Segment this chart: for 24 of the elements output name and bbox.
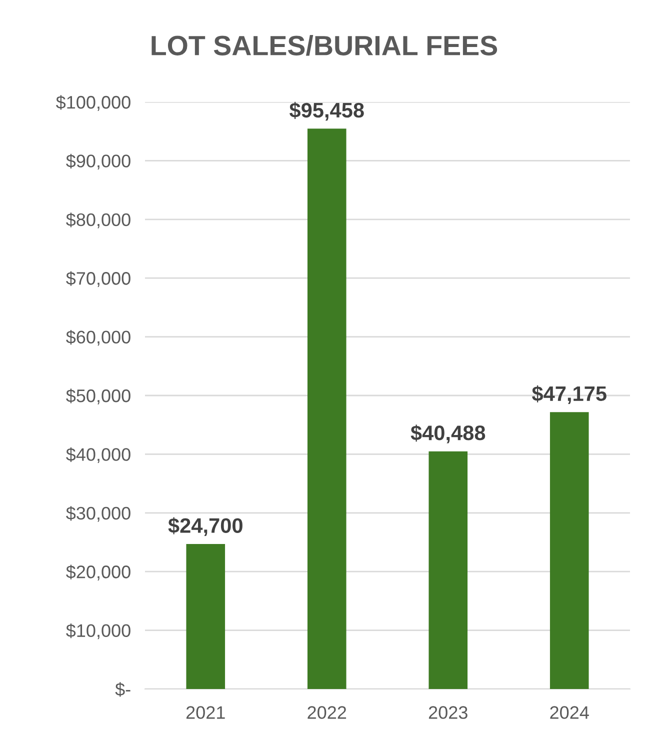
data-label: $24,700 [168, 517, 242, 536]
x-tick-label: 2023 [428, 706, 468, 719]
y-tick-label: $80,000 [66, 212, 130, 228]
y-tick-label: $40,000 [66, 447, 130, 464]
chart-title: LOT SALES/BURIAL FEES [152, 35, 498, 56]
x-tick-label: 2024 [550, 706, 589, 719]
data-label: $47,175 [532, 385, 606, 404]
y-tick-label: $10,000 [66, 623, 130, 640]
bar [428, 451, 468, 689]
y-tick-label: $50,000 [66, 388, 130, 404]
x-tick-label: 2022 [308, 706, 346, 719]
data-label: $95,458 [290, 102, 364, 121]
x-tick-label: 2021 [186, 706, 225, 719]
y-tick-label: $20,000 [66, 564, 130, 580]
bar [186, 544, 226, 689]
y-tick-label: $- [115, 682, 130, 697]
bar [550, 412, 589, 689]
data-label: $40,488 [410, 424, 486, 444]
y-tick-label: $70,000 [66, 271, 130, 287]
y-tick-label: $60,000 [66, 330, 130, 346]
bar [307, 128, 346, 689]
y-tick-label: $30,000 [66, 506, 130, 522]
y-tick-label: $90,000 [66, 154, 130, 170]
y-tick-label: $100,000 [56, 95, 130, 111]
